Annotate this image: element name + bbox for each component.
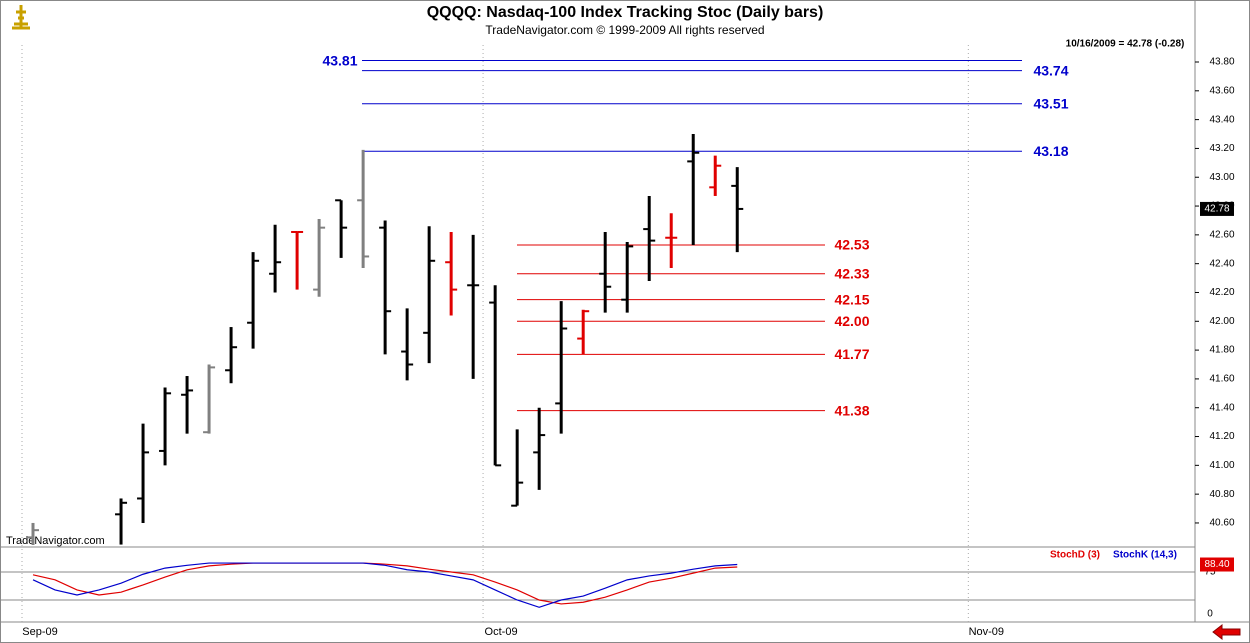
y-tick-label: 0 <box>1207 609 1213 620</box>
y-tick-label: 42.60 <box>1209 229 1234 240</box>
y-tick-label: 41.20 <box>1209 431 1234 442</box>
y-tick-label: 42.20 <box>1209 287 1234 298</box>
price-bars <box>27 134 744 545</box>
y-tick-label: 40.80 <box>1209 489 1234 500</box>
y-tick-label: 41.60 <box>1209 374 1234 385</box>
scroll-arrow[interactable] <box>1212 623 1241 641</box>
level-label: 42.00 <box>834 313 869 329</box>
level-label: 41.38 <box>834 402 869 418</box>
x-tick-label: Sep-09 <box>22 626 57 638</box>
indicator-line <box>32 562 738 605</box>
logo <box>8 3 34 33</box>
price-tag-label: 42.78 <box>1204 204 1229 215</box>
y-tick-label: 75 <box>1204 567 1216 578</box>
indicator-tag <box>1200 557 1234 572</box>
indicator-tag-label: 88.40 <box>1204 559 1229 570</box>
y-tick-label: 41.00 <box>1209 460 1234 471</box>
indicator-line <box>32 562 738 608</box>
y-tick-label: 43.40 <box>1209 114 1234 125</box>
y-tick-label: 41.40 <box>1209 402 1234 413</box>
level-label: 41.77 <box>834 346 869 362</box>
y-tick-label: 43.20 <box>1209 143 1234 154</box>
level-label: 42.53 <box>834 237 869 253</box>
price-tag <box>1200 201 1234 216</box>
y-tick-label: 42.00 <box>1209 316 1234 327</box>
level-label: 43.81 <box>322 52 357 68</box>
x-tick-label: Oct-09 <box>485 626 518 638</box>
y-tick-label: 40.60 <box>1209 518 1234 529</box>
level-label: 43.51 <box>1033 95 1068 111</box>
status: 10/16/2009 = 42.78 (-0.28) <box>1066 39 1185 50</box>
x-tick-label: Nov-09 <box>969 626 1004 638</box>
y-tick-label: 41.80 <box>1209 345 1234 356</box>
legend-label: StochD (3) <box>1050 550 1100 561</box>
y-tick-label: 43.60 <box>1209 85 1234 96</box>
legend-label: StochK (14,3) <box>1113 550 1177 561</box>
y-tick-label: 42.40 <box>1209 258 1234 269</box>
level-label: 42.15 <box>834 291 869 307</box>
y-tick-label: 43.80 <box>1209 57 1234 68</box>
watermark: TradeNavigator.com <box>6 535 105 547</box>
level-label: 43.18 <box>1033 143 1068 159</box>
y-tick-label: 43.00 <box>1209 172 1234 183</box>
subtitle: TradeNavigator.com © 1999-2009 All right… <box>485 23 764 37</box>
chart-title: QQQQ: Nasdaq-100 Index Tracking Stoc (Da… <box>427 4 824 21</box>
level-label: 43.74 <box>1033 62 1068 78</box>
level-label: 42.33 <box>834 265 869 281</box>
